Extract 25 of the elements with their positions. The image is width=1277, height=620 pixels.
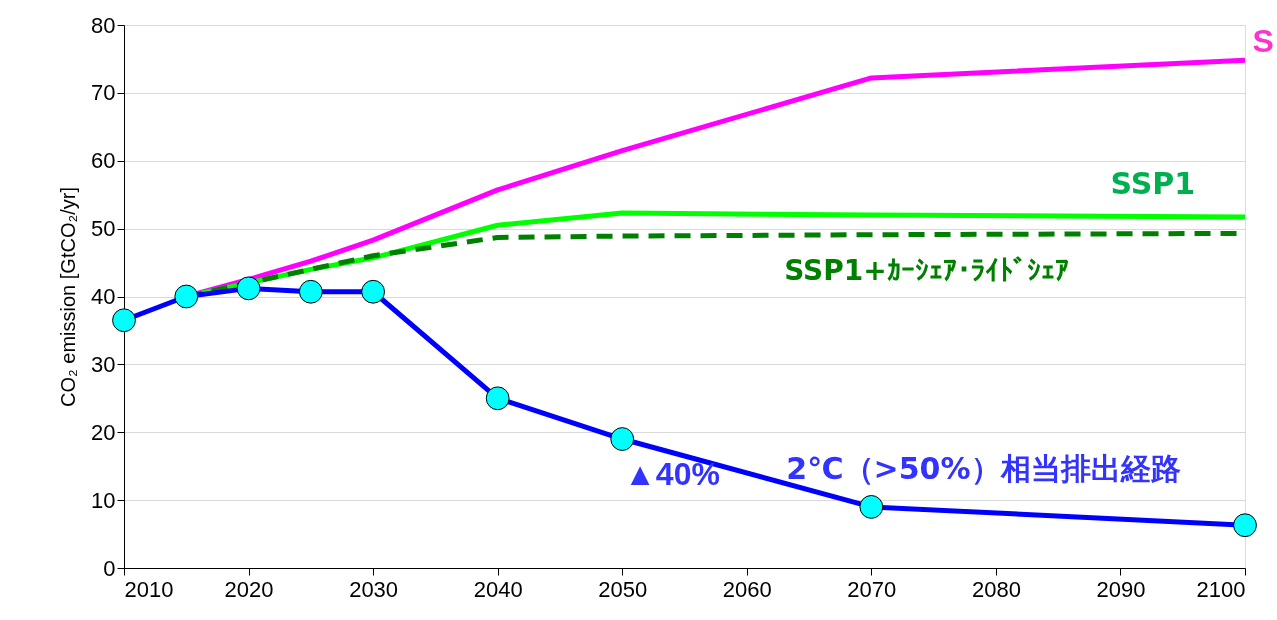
x-tick-label: 2030 [349, 576, 399, 602]
y-axis-title: CO₂ emission [GtCO₂/yr] [57, 187, 80, 407]
y-tick-label: 30 [91, 351, 116, 377]
x-tick-label: 2010 [124, 576, 174, 602]
x-tick-label: 2070 [847, 576, 897, 602]
y-tick-label: 40 [91, 284, 116, 309]
y-tick-label: 10 [91, 487, 116, 513]
x-tick-label: 2050 [598, 576, 648, 602]
series-label: 2℃（>50%）相当排出経路 [786, 451, 1181, 487]
y-tick-label: 20 [91, 419, 116, 445]
y-tick-label: 80 [91, 12, 116, 38]
x-tick-label: 2040 [473, 576, 523, 602]
x-tick-label: 2080 [971, 576, 1021, 602]
y-tick-label: 50 [91, 216, 116, 242]
x-tick-label: 2090 [1096, 576, 1146, 602]
text: S [1252, 22, 1274, 59]
series-label: SSP1+ｶｰｼｪｱ･ﾗｲﾄﾞｼｪｱ [784, 254, 1069, 288]
annotation: ▲40% [624, 456, 720, 493]
x-tick-label: 2060 [722, 576, 772, 602]
y-tick-label: 70 [91, 80, 116, 106]
y-tick-label: 60 [91, 148, 116, 174]
y-tick-label: 0 [103, 555, 116, 581]
series-label: SSP1 [1110, 166, 1196, 202]
x-tick-label: 2100 [1196, 576, 1246, 602]
x-tick-label: 2020 [224, 576, 274, 602]
